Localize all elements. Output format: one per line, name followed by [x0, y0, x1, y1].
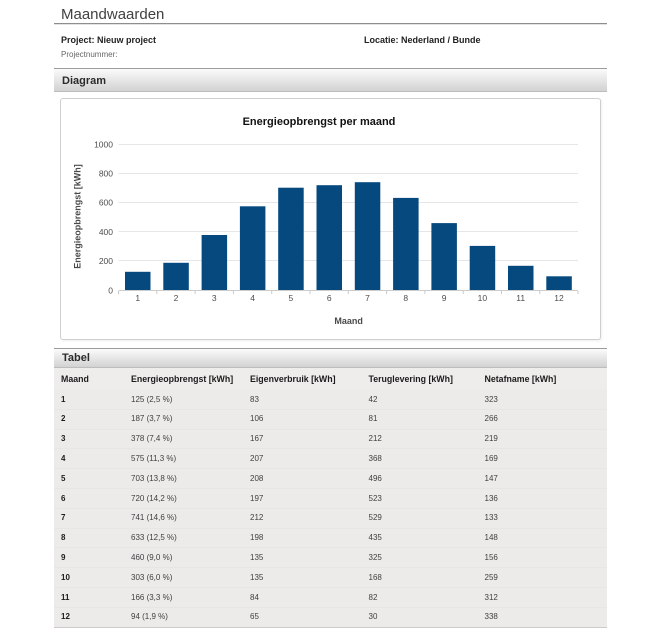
svg-text:600: 600 [99, 198, 113, 208]
svg-text:200: 200 [99, 256, 113, 266]
svg-text:8: 8 [403, 293, 408, 303]
svg-text:Energieopbrengst [kWh]: Energieopbrengst [kWh] [73, 164, 83, 269]
svg-text:800: 800 [99, 169, 113, 179]
svg-text:7: 7 [365, 293, 370, 303]
svg-text:1: 1 [135, 293, 140, 303]
svg-text:9: 9 [442, 293, 447, 303]
svg-text:11: 11 [516, 293, 525, 303]
svg-text:4: 4 [250, 293, 255, 303]
svg-text:12: 12 [554, 293, 564, 303]
svg-text:5: 5 [289, 293, 294, 303]
svg-text:10: 10 [478, 293, 488, 303]
svg-text:0: 0 [108, 285, 113, 295]
svg-text:6: 6 [327, 293, 332, 303]
svg-text:2: 2 [174, 293, 179, 303]
svg-text:400: 400 [99, 227, 113, 237]
svg-text:3: 3 [212, 293, 217, 303]
svg-text:Energieopbrengst per maand: Energieopbrengst per maand [243, 116, 396, 128]
svg-text:Maand: Maand [334, 316, 363, 326]
svg-text:1000: 1000 [94, 140, 113, 150]
